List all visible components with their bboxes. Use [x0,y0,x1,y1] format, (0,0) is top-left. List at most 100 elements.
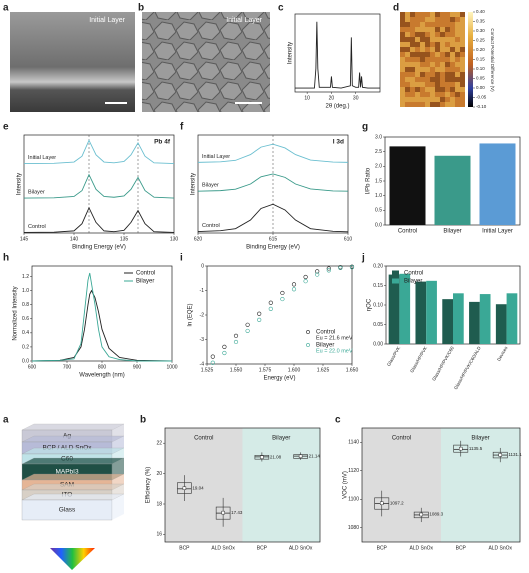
map-pixel [455,87,460,92]
map-pixel [455,27,460,32]
chart-title: I 3d [333,139,344,146]
mean-label: 1097.2 [390,500,404,505]
map-pixel [405,67,410,72]
line-series [295,21,380,89]
map-pixel [445,47,450,52]
map-pixel [405,57,410,62]
map-pixel [455,82,460,87]
map-pixel [415,37,420,42]
y-tick-label: 0.0 [22,358,29,364]
x-tick-label: ALD SnOx [488,545,512,551]
y-tick-label: 3.0 [375,134,382,140]
map-pixel [405,62,410,67]
series-label: Bilayer [202,183,219,189]
map-pixel [425,72,430,77]
map-pixel [445,27,450,32]
scatter-point [291,287,297,292]
map-pixel [460,72,465,77]
map-pixel [405,22,410,27]
map-pixel [415,42,420,47]
map-pixel [430,87,435,92]
map-pixel [420,47,425,52]
y-tick-label: 0.6 [22,316,29,322]
layer-top [21,483,125,491]
layer-top [21,493,125,501]
line-series [23,139,175,165]
map-pixel [410,22,415,27]
map-pixel [450,92,455,97]
map-pixel [425,87,430,92]
mean-label: 21.08 [270,454,282,459]
y-tick-label: -4 [200,361,205,367]
bar [434,155,471,225]
x-tick-label: Glass/HP/PVK [409,346,428,374]
map-pixel [405,32,410,37]
scatter-point [280,290,285,296]
panel-label: c [278,3,284,14]
map-pixel [400,72,405,77]
scatter-point [280,296,285,302]
plot-frame [23,134,175,234]
scatter-point [268,306,273,311]
scatter-point [233,333,239,338]
map-pixel [435,52,440,57]
map-pixel [430,82,435,87]
y-axis-label: Efficiency (%) [146,467,152,504]
map-pixel [440,17,445,22]
map-pixel [415,102,420,107]
map-pixel [460,57,465,62]
kpfm-map: 0.40 0.35 0.30 0.25 0.20 0.15 0.10 0.05 0.00 -0.0… [400,9,495,109]
y-tick-label: 22 [156,441,162,447]
map-pixel [440,77,445,82]
map-pixel [410,17,415,22]
map-pixel [400,77,405,82]
y-tick-label: -2 [200,312,205,318]
box [177,482,192,494]
map-pixel [410,62,415,67]
colorbar-tick-label: 0.10 [476,66,485,71]
map-pixel [435,77,440,82]
map-pixel [400,42,405,47]
mean-label: 21.14 [309,453,321,458]
chart: 600 700 800 900 1000 0.0 0.2 0.4 0.6 0.8 1.0 1.2 Wav… [13,265,178,379]
y-tick-label: 0.10 [373,302,383,308]
map-pixel [420,97,425,102]
x-tick-label: 130 [170,236,179,242]
map-pixel [425,77,430,82]
x-tick-label: 1.550 [230,367,243,373]
map-pixel [455,32,460,37]
map-pixel [425,12,430,17]
x-tick-label: 900 [133,364,142,370]
group-band [441,428,520,542]
layer-top [21,457,125,465]
legend-label: Control [404,271,423,277]
colorbar [468,12,473,107]
map-pixel [450,77,455,82]
panel-label: d [393,3,399,14]
map-pixel [400,47,405,52]
map-pixel [460,47,465,52]
plot-frame [294,13,381,93]
series-label: Initial Layer [202,154,230,160]
map-pixel [445,62,450,67]
x-tick-label: Control [398,229,417,235]
map-pixel [400,17,405,22]
map-pixel [420,22,425,27]
scatter-point [338,265,343,271]
y-axis-label: I/Pb Ratio [366,167,372,194]
map-pixel [445,72,450,77]
map-pixel [430,57,435,62]
map-pixel [425,52,430,57]
mean-marker [221,510,225,515]
map-pixel [410,42,415,47]
map-pixel [430,47,435,52]
map-pixel [425,27,430,32]
map-pixel [410,92,415,97]
series-label: Bilayer [28,189,45,195]
map-pixel [445,87,450,92]
y-tick-label: 0.20 [373,263,383,269]
map-pixel [425,92,430,97]
map-pixel [455,17,460,22]
group-band [362,428,441,542]
x-tick-label: Glass/HP/PVK/C60 [431,345,455,382]
